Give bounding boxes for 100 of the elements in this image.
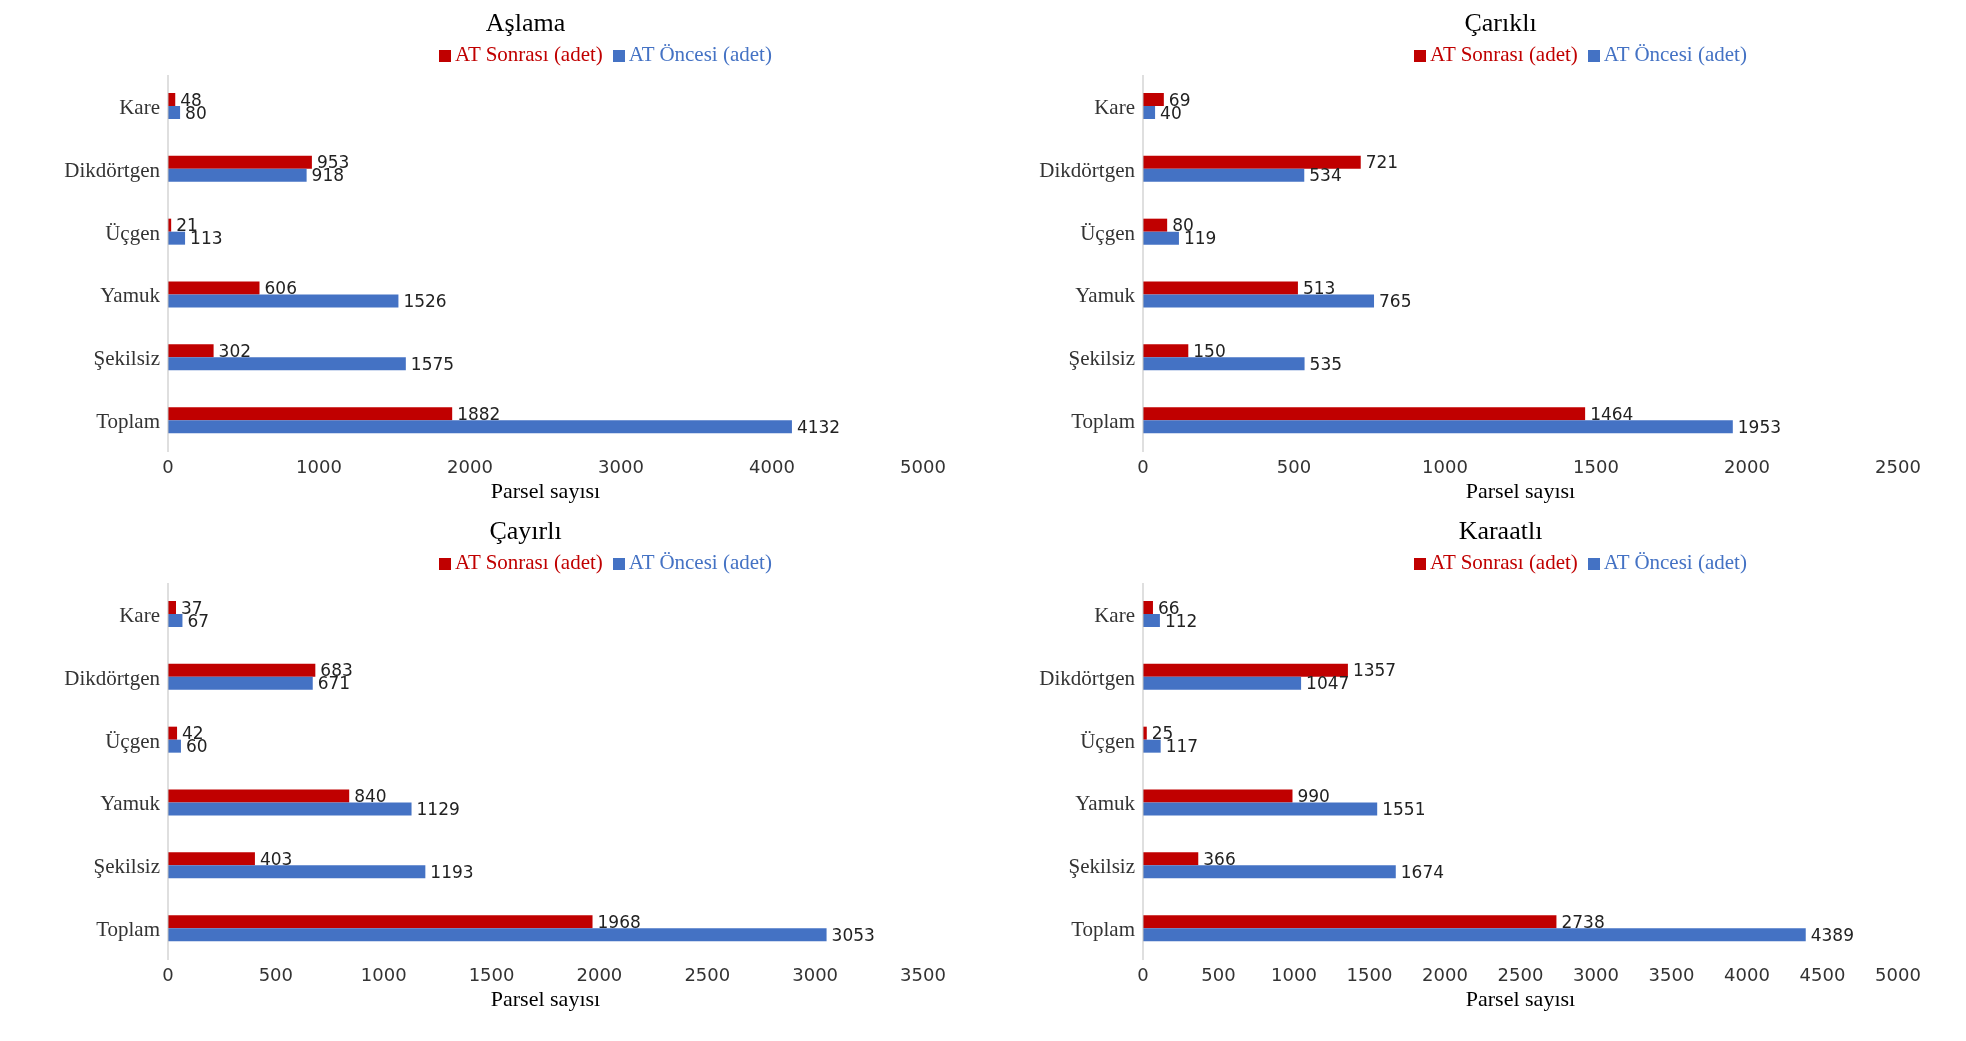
bar	[1143, 155, 1361, 169]
x-tick-label: 3000	[598, 455, 644, 477]
y-tick-label: Yamuk	[100, 283, 161, 308]
bar	[1143, 294, 1375, 308]
x-tick-label: 0	[1137, 963, 1149, 985]
y-tick-label: Şekilsiz	[93, 854, 160, 879]
x-tick-label: 2500	[1875, 455, 1921, 477]
data-label: 4389	[1810, 924, 1854, 945]
data-label: 4132	[796, 416, 841, 437]
legend-label: AT Öncesi (adet)	[628, 550, 772, 574]
y-tick-label: Kare	[1094, 94, 1135, 119]
x-tick-label: 1000	[1422, 455, 1468, 477]
bar	[168, 915, 593, 929]
bar	[1143, 739, 1161, 753]
legend-label: AT Sonrası (adet)	[1430, 42, 1578, 66]
data-label: 3053	[831, 924, 875, 945]
bar	[168, 789, 350, 803]
y-tick-label: Yamuk	[1075, 283, 1136, 308]
x-axis-title: Parsel sayısı	[1464, 478, 1577, 504]
x-tick-label: 1000	[296, 455, 342, 477]
y-tick-label: Yamuk	[100, 791, 161, 816]
legend-label: AT Öncesi (adet)	[1603, 550, 1747, 574]
data-label: 366	[1203, 848, 1236, 869]
y-tick-label: Üçgen	[1080, 728, 1136, 753]
y-tick-label: Toplam	[96, 409, 160, 434]
x-tick-label: 2000	[1724, 455, 1770, 477]
y-tick-label: Dikdörtgen	[1039, 157, 1136, 182]
data-label: 1129	[416, 799, 460, 820]
chart-title: Çarıklı	[1463, 8, 1538, 39]
bar	[168, 802, 412, 816]
legend-label: AT Sonrası (adet)	[1430, 550, 1578, 574]
bar	[168, 739, 181, 753]
data-label: 1953	[1737, 416, 1782, 437]
bar	[168, 865, 426, 879]
y-tick-label: Üçgen	[105, 728, 161, 753]
x-tick-label: 2000	[1422, 963, 1468, 985]
x-tick-label: 0	[162, 963, 174, 985]
x-tick-label: 1000	[1271, 963, 1317, 985]
x-tick-label: 2000	[576, 963, 623, 985]
y-tick-label: Kare	[119, 602, 160, 627]
x-tick-label: 3500	[900, 963, 946, 985]
bar	[1143, 601, 1153, 614]
x-tick-label: 5000	[1875, 963, 1921, 985]
y-tick-label: Kare	[119, 94, 160, 119]
bar	[168, 663, 316, 677]
chart-title: Karaatlı	[1457, 516, 1544, 547]
x-tick-label: 2500	[684, 963, 731, 985]
x-tick-label: 5000	[900, 455, 946, 477]
data-label: 1551	[1382, 799, 1426, 820]
bar	[1143, 802, 1378, 816]
bar	[168, 344, 214, 358]
bar	[1143, 789, 1293, 803]
chart-title: Çayırlı	[488, 516, 563, 547]
bar	[1143, 928, 1806, 942]
x-tick-label: 1000	[360, 963, 407, 985]
chart-title: Aşlama	[484, 8, 567, 39]
bar	[168, 168, 307, 182]
x-tick-label: 3000	[792, 963, 839, 985]
data-label: 2738	[1561, 911, 1605, 932]
bar	[168, 852, 255, 866]
y-tick-label: Toplam	[1071, 409, 1135, 434]
bar	[1143, 852, 1199, 866]
data-label: 1357	[1352, 660, 1397, 681]
x-tick-label: 1500	[468, 963, 515, 985]
bar	[168, 928, 827, 942]
bar	[1143, 865, 1396, 879]
x-tick-label: 2000	[447, 455, 493, 477]
bar	[1143, 218, 1168, 232]
legend-label: AT Sonrası (adet)	[455, 550, 603, 574]
bar	[1143, 93, 1164, 106]
data-label: 150	[1193, 340, 1226, 361]
x-tick-label: 2500	[1497, 963, 1544, 985]
data-label: 1464	[1590, 403, 1634, 424]
y-tick-label: Dikdörtgen	[1039, 665, 1136, 690]
x-axis-title: Parsel sayısı	[1464, 986, 1577, 1012]
bar	[168, 357, 406, 371]
y-tick-label: Toplam	[96, 917, 160, 942]
data-label: 403	[259, 848, 293, 869]
x-tick-label: 0	[1137, 455, 1149, 477]
x-tick-label: 4000	[749, 455, 795, 477]
bar	[1143, 676, 1302, 690]
bar	[1143, 231, 1179, 245]
x-tick-label: 500	[258, 963, 294, 985]
y-tick-label: Toplam	[1071, 917, 1135, 942]
data-label: 535	[1309, 353, 1343, 374]
data-label: 302	[218, 340, 252, 361]
y-tick-label: Kare	[1094, 602, 1135, 627]
bar	[168, 155, 312, 169]
legend-label: AT Sonrası (adet)	[455, 42, 603, 66]
x-axis-title: Parsel sayısı	[489, 478, 602, 504]
bar	[168, 420, 792, 434]
x-tick-label: 3500	[1648, 963, 1695, 985]
x-tick-label: 500	[1276, 455, 1312, 477]
bar	[1143, 915, 1557, 929]
bar	[168, 106, 181, 119]
y-tick-label: Şekilsiz	[1068, 854, 1135, 879]
bar	[1143, 357, 1305, 371]
y-tick-label: Dikdörtgen	[64, 157, 161, 182]
x-tick-label: 3000	[1573, 963, 1619, 985]
data-label: 1882	[457, 403, 501, 424]
